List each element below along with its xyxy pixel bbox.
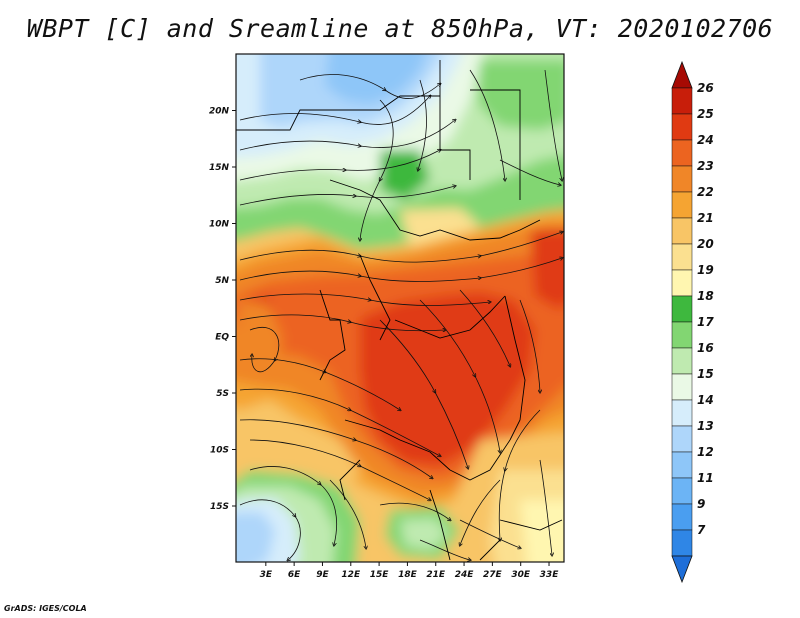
longitude-axis: 3E 6E 9E 12E 15E 18E 21E 24E 27E 30E 33E	[260, 562, 560, 580]
lon-tick-label: 21E	[426, 570, 446, 580]
colorbar-swatch	[671, 139, 693, 167]
colorbar-top-arrow	[671, 60, 693, 89]
map-title: WBPT [C] and Sreamline at 850hPa, VT: 20…	[26, 14, 774, 43]
lon-tick-label: 15E	[370, 570, 390, 580]
colorbar-label: 23	[697, 159, 714, 173]
lon-tick-label: 9E	[316, 570, 329, 580]
lon-tick-label: 33E	[540, 570, 560, 580]
colorbar-label: 13	[697, 419, 714, 433]
colorbar-swatch	[671, 191, 693, 219]
colorbar-label: 11	[697, 471, 714, 485]
colorbar-label: 7	[697, 523, 706, 537]
colorbar-label: 15	[697, 367, 714, 381]
map-frame	[235, 53, 565, 563]
colorbar-swatch	[671, 503, 693, 531]
colorbar-swatch	[671, 425, 693, 453]
colorbar-swatch	[671, 87, 693, 115]
colorbar-label: 21	[697, 211, 714, 225]
colorbar-swatch	[671, 269, 693, 297]
lon-tick-label: 27E	[483, 570, 503, 580]
colorbar-swatch	[671, 399, 693, 427]
latitude-axis: 20N 15N 10N 5N EQ 5S 10S 15S	[209, 107, 236, 512]
lat-tick-label: 20N	[209, 107, 230, 117]
lon-tick-label: 30E	[511, 570, 531, 580]
colorbar-swatch	[671, 373, 693, 401]
colorbar-swatch	[671, 321, 693, 349]
lon-tick-label: 3E	[260, 570, 273, 580]
colorbar-label: 12	[697, 445, 714, 459]
colorbar-swatch	[671, 295, 693, 323]
lon-tick-label: 12E	[341, 570, 361, 580]
streamlines	[239, 69, 562, 560]
colorbar-swatch	[671, 165, 693, 193]
colorbar-label: 18	[697, 289, 714, 303]
colorbar-label: 17	[697, 315, 714, 329]
colorbar-label: 19	[697, 263, 714, 277]
colorbar-swatch	[671, 477, 693, 505]
colorbar-swatch	[671, 113, 693, 141]
colorbar-label: 16	[697, 341, 714, 355]
country-borders	[236, 60, 563, 561]
grads-credit: GrADS: IGES/COLA	[4, 604, 87, 613]
colorbar-swatch	[671, 217, 693, 245]
lat-tick-label: EQ	[215, 333, 229, 343]
colorbar-swatch	[671, 243, 693, 271]
colorbar-label: 25	[697, 107, 714, 121]
lat-tick-label: 15S	[210, 502, 229, 512]
colorbar-label: 26	[697, 81, 714, 95]
lon-tick-label: 24E	[455, 570, 475, 580]
colorbar-label: 24	[697, 133, 714, 147]
colorbar-label: 9	[697, 497, 705, 511]
lat-tick-label: 10N	[209, 220, 230, 230]
colorbar-swatch	[671, 451, 693, 479]
lat-tick-label: 10S	[210, 446, 229, 456]
lat-tick-label: 5N	[215, 276, 229, 286]
colorbar-bottom-arrow	[671, 555, 693, 584]
lon-tick-label: 18E	[398, 570, 418, 580]
colorbar-swatch	[671, 529, 693, 557]
wbpt-shaded-field	[236, 54, 564, 562]
lon-tick-label: 6E	[288, 570, 301, 580]
colorbar-label: 20	[697, 237, 714, 251]
lat-tick-label: 15N	[209, 163, 230, 173]
colorbar: 26 25 24 23 22 21 20 19 18 17 16 15 14 13 12 11 9 7	[671, 60, 714, 584]
colorbar-label: 14	[697, 393, 714, 407]
colorbar-swatch	[671, 347, 693, 375]
colorbar-label: 22	[697, 185, 714, 199]
lat-tick-label: 5S	[216, 389, 229, 399]
